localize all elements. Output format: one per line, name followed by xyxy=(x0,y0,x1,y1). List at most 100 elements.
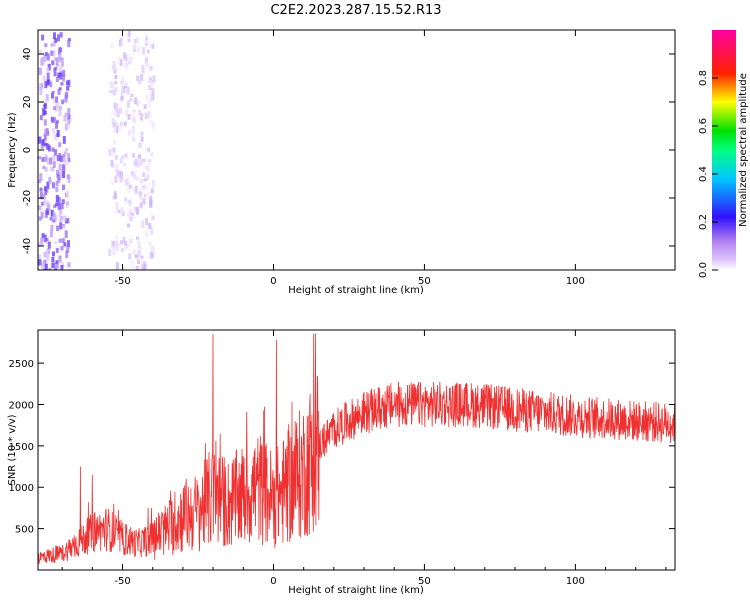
ridge-cell xyxy=(247,0,250,4)
ridge-cell xyxy=(187,0,190,4)
ridge-cell xyxy=(192,0,195,4)
noise-cell xyxy=(39,50,42,55)
ridge-cell xyxy=(159,0,162,4)
spectrogram-panel: -50 0 50 100 -40 -20 0 20 40 Height of straight … xyxy=(7,0,676,296)
noise-cell xyxy=(59,71,63,80)
ridge-cell xyxy=(105,0,108,4)
ridge-cell xyxy=(233,0,236,4)
noise-cell xyxy=(115,235,119,240)
ridge-cell xyxy=(217,0,220,4)
ridge-cell xyxy=(109,0,112,4)
ridge-cell xyxy=(145,0,148,4)
noise-cell xyxy=(152,247,156,255)
ridge-cell xyxy=(114,0,117,4)
noise-cell xyxy=(129,238,133,244)
ridge-cell xyxy=(150,0,153,4)
ridge-cell xyxy=(195,0,198,4)
noise-cell xyxy=(138,191,142,197)
ridge-peak xyxy=(261,0,266,2)
noise-cell xyxy=(54,149,57,156)
ridge-cell xyxy=(240,0,243,4)
ridge-cell xyxy=(193,0,196,4)
ridge-cell xyxy=(195,0,198,4)
noise-cell xyxy=(53,32,56,40)
ridge-cell xyxy=(124,0,127,4)
noise-cell xyxy=(45,94,49,102)
ridge-cell xyxy=(265,0,268,4)
ridge-cell xyxy=(140,0,143,4)
ridge-cell xyxy=(182,0,185,4)
noise-cell xyxy=(59,106,62,110)
ridge-cell xyxy=(117,0,120,4)
noise-cell xyxy=(48,179,52,185)
noise-cell xyxy=(115,86,119,93)
noise-cell xyxy=(132,109,136,113)
noise-cell xyxy=(45,249,49,254)
ridge-cell xyxy=(62,0,65,4)
noise-cell xyxy=(146,49,150,54)
noise-cell xyxy=(47,145,51,152)
ridge-cell xyxy=(187,0,190,4)
noise-cell xyxy=(136,46,140,53)
ridge-cell xyxy=(155,0,158,4)
ridge-cell xyxy=(218,0,221,4)
noise-cell xyxy=(46,67,50,73)
noise-cell xyxy=(50,209,54,217)
noise-cell xyxy=(45,200,49,206)
ridge-cell xyxy=(127,0,130,4)
noise-cell xyxy=(51,93,54,99)
noise-cell xyxy=(120,42,124,46)
ridge-cell xyxy=(266,0,269,4)
ridge-cell xyxy=(160,0,163,4)
ridge-cell xyxy=(66,0,69,4)
noise-cell xyxy=(114,121,118,127)
ridge-cell xyxy=(213,0,216,4)
ridge-cell xyxy=(125,0,128,4)
noise-cell xyxy=(52,155,56,163)
ridge-cell xyxy=(66,0,69,4)
snr-frame xyxy=(37,329,676,571)
ridge-cell xyxy=(248,0,251,4)
noise-cell xyxy=(67,262,71,268)
ridge-cell xyxy=(84,0,87,4)
noise-cell xyxy=(142,198,146,205)
ridge-cell xyxy=(162,0,165,4)
ridge-cell xyxy=(109,0,112,4)
noise-cell xyxy=(52,182,55,189)
ridge-cell xyxy=(62,0,65,4)
ridge-peak xyxy=(166,0,171,2)
ridge-cell xyxy=(152,0,155,4)
ridge-cell xyxy=(105,0,108,4)
noise-cell xyxy=(145,231,149,237)
noise-cell xyxy=(42,193,46,200)
noise-cell xyxy=(151,88,155,96)
noise-cell xyxy=(51,60,55,65)
noise-cell xyxy=(54,268,58,270)
noise-cell xyxy=(39,191,43,200)
ridge-cell xyxy=(228,0,231,4)
ridge-cell xyxy=(110,0,113,4)
ridge-cell xyxy=(122,0,125,4)
noise-cell xyxy=(122,237,126,244)
ridge-cell xyxy=(97,0,100,4)
noise-cell xyxy=(59,170,63,178)
noise-cell xyxy=(66,201,69,206)
ridge-cell xyxy=(198,0,201,4)
ridge-peak xyxy=(68,0,73,2)
noise-cell xyxy=(67,39,71,48)
noise-cell xyxy=(46,72,50,81)
noise-cell xyxy=(111,146,115,152)
ridge-cell xyxy=(235,0,238,4)
ridge-cell xyxy=(110,0,113,4)
noise-cell xyxy=(120,91,124,97)
noise-cell xyxy=(61,215,65,220)
ridge-cell xyxy=(75,0,78,4)
ridge-cell xyxy=(129,0,132,4)
ridge-cell xyxy=(145,0,148,4)
ridge-cell xyxy=(223,0,226,4)
noise-cell xyxy=(61,164,65,171)
ridge-cell xyxy=(200,0,203,4)
noise-cell xyxy=(51,256,55,263)
noise-cell xyxy=(137,244,141,249)
ridge-cell xyxy=(162,0,165,4)
